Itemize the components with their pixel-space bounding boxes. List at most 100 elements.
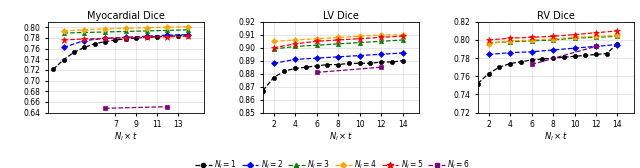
$N_l = 3$ — [506, 41, 514, 43]
$N_l = 5$ — [313, 40, 321, 42]
$N_l = 6$ — [377, 66, 385, 68]
$N_l = 2$ — [122, 36, 130, 38]
$N_l = 6$ — [528, 64, 536, 66]
$N_l = 5$ — [571, 34, 579, 36]
$N_l = 1$ — [184, 34, 192, 36]
$N_l = 1$ — [474, 82, 482, 85]
$N_l = 1$ — [528, 59, 536, 61]
$N_l = 4$ — [60, 30, 67, 32]
$N_l = 5$ — [60, 39, 67, 41]
$N_l = 2$ — [164, 34, 172, 36]
$N_l = 2$ — [60, 46, 67, 48]
Line: $N_l = 3$: $N_l = 3$ — [61, 28, 190, 35]
$N_l = 2$ — [549, 49, 557, 51]
$N_l = 3$ — [549, 39, 557, 41]
$N_l = 3$ — [291, 46, 299, 48]
$N_l = 3$ — [356, 41, 364, 44]
$N_l = 1$ — [603, 53, 611, 55]
$N_l = 5$ — [101, 37, 109, 39]
Title: Myocardial Dice: Myocardial Dice — [87, 11, 165, 21]
$N_l = 2$ — [270, 62, 278, 64]
$N_l = 1$ — [70, 51, 78, 53]
$N_l = 1$ — [388, 61, 396, 63]
Line: $N_l = 5$: $N_l = 5$ — [486, 28, 621, 43]
$N_l = 3$ — [592, 36, 600, 38]
$N_l = 5$ — [122, 37, 130, 39]
$N_l = 5$ — [143, 36, 150, 38]
$N_l = 1$ — [517, 61, 525, 63]
$N_l = 2$ — [399, 52, 406, 54]
Title: RV Dice: RV Dice — [537, 11, 575, 21]
X-axis label: $N_l \times t$: $N_l \times t$ — [329, 131, 353, 143]
$N_l = 1$ — [60, 59, 67, 61]
Line: $N_l = 6$: $N_l = 6$ — [529, 44, 598, 67]
Line: $N_l = 4$: $N_l = 4$ — [486, 33, 620, 46]
$N_l = 2$ — [571, 47, 579, 49]
$N_l = 4$ — [614, 34, 621, 36]
$N_l = 2$ — [528, 51, 536, 53]
$N_l = 5$ — [549, 35, 557, 37]
$N_l = 2$ — [334, 56, 342, 58]
$N_l = 5$ — [356, 38, 364, 40]
$N_l = 1$ — [153, 36, 161, 38]
$N_l = 1$ — [164, 35, 172, 37]
Line: $N_l = 2$: $N_l = 2$ — [61, 33, 190, 50]
$N_l = 2$ — [484, 53, 492, 55]
$N_l = 4$ — [528, 39, 536, 41]
Line: $N_l = 4$: $N_l = 4$ — [271, 33, 404, 43]
$N_l = 1$ — [291, 68, 299, 70]
$N_l = 1$ — [377, 61, 385, 63]
$N_l = 5$ — [528, 36, 536, 38]
Line: $N_l = 6$: $N_l = 6$ — [103, 105, 170, 110]
$N_l = 1$ — [367, 62, 374, 64]
X-axis label: $N_l \times t$: $N_l \times t$ — [544, 131, 568, 143]
$N_l = 2$ — [143, 35, 150, 37]
$N_l = 3$ — [270, 48, 278, 50]
$N_l = 1$ — [560, 56, 568, 58]
$N_l = 5$ — [334, 39, 342, 41]
$N_l = 5$ — [270, 47, 278, 49]
$N_l = 2$ — [592, 45, 600, 47]
$N_l = 1$ — [259, 90, 267, 92]
$N_l = 2$ — [377, 53, 385, 55]
$N_l = 2$ — [184, 34, 192, 36]
$N_l = 4$ — [143, 27, 150, 29]
$N_l = 1$ — [122, 38, 130, 40]
$N_l = 5$ — [592, 32, 600, 34]
$N_l = 3$ — [334, 43, 342, 45]
$N_l = 2$ — [614, 44, 621, 46]
$N_l = 2$ — [81, 39, 88, 41]
$N_l = 4$ — [356, 35, 364, 37]
$N_l = 5$ — [164, 36, 172, 38]
$N_l = 5$ — [291, 43, 299, 45]
$N_l = 6$ — [101, 107, 109, 109]
$N_l = 1$ — [334, 64, 342, 66]
$N_l = 1$ — [614, 43, 621, 45]
$N_l = 4$ — [164, 26, 172, 28]
$N_l = 1$ — [538, 58, 546, 60]
$N_l = 3$ — [122, 30, 130, 32]
Line: $N_l = 4$: $N_l = 4$ — [61, 25, 190, 33]
$N_l = 1$ — [132, 37, 140, 39]
$N_l = 4$ — [291, 39, 299, 41]
Line: $N_l = 5$: $N_l = 5$ — [271, 33, 406, 51]
$N_l = 3$ — [81, 32, 88, 34]
$N_l = 4$ — [101, 28, 109, 30]
$N_l = 3$ — [614, 35, 621, 37]
$N_l = 1$ — [484, 73, 492, 75]
$N_l = 3$ — [528, 40, 536, 42]
Title: LV Dice: LV Dice — [323, 11, 359, 21]
$N_l = 4$ — [592, 35, 600, 37]
$N_l = 4$ — [81, 29, 88, 31]
Line: $N_l = 1$: $N_l = 1$ — [476, 41, 620, 86]
Legend: $N_l = 1$, $N_l = 2$, $N_l = 3$, $N_l = 4$, $N_l = 5$, $N_l = 6$: $N_l = 1$, $N_l = 2$, $N_l = 3$, $N_l = … — [195, 158, 470, 168]
$N_l = 2$ — [506, 52, 514, 54]
$N_l = 4$ — [122, 27, 130, 29]
$N_l = 5$ — [484, 39, 492, 41]
$N_l = 4$ — [184, 26, 192, 28]
$N_l = 4$ — [270, 40, 278, 42]
$N_l = 4$ — [313, 38, 321, 40]
$N_l = 5$ — [506, 37, 514, 39]
$N_l = 4$ — [549, 38, 557, 40]
$N_l = 3$ — [184, 29, 192, 31]
